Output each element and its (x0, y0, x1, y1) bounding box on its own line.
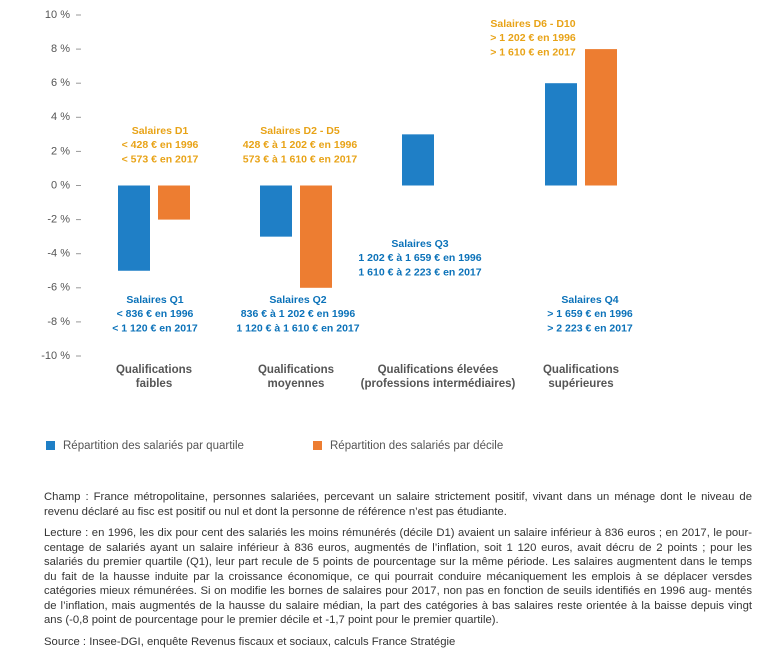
legend-swatch (46, 441, 55, 450)
legend-swatch (313, 441, 322, 450)
annotation: Salaires D1 (132, 125, 189, 137)
annotation: > 1 610 € en 2017 (490, 46, 576, 58)
annotation: Salaires Q1 (126, 294, 183, 306)
annotation: 836 € à 1 202 € en 1996 (241, 308, 356, 320)
annotation: Salaires Q4 (561, 294, 618, 306)
annotation: 1 202 € à 1 659 € en 1996 (358, 252, 481, 264)
y-tick-label: -6 % (47, 282, 70, 294)
bar (585, 49, 617, 186)
bar (300, 185, 332, 288)
annotation: 1 120 € à 1 610 € en 2017 (236, 322, 359, 334)
x-tick-label: faibles (136, 378, 172, 390)
annotation: < 836 € en 1996 (117, 308, 194, 320)
note-lecture: Lecture : en 1996, les dix pour cent des… (44, 527, 752, 626)
annotation: Salaires Q2 (269, 294, 326, 306)
x-tick-label: Qualifications (258, 364, 334, 376)
bar (118, 185, 150, 271)
legend-label: Répartition des salariés par quartile (63, 440, 244, 452)
y-tick-label: 10 % (45, 9, 70, 21)
annotation: 1 610 € à 2 223 € en 2017 (358, 266, 481, 278)
y-tick-label: -10 % (41, 350, 70, 362)
y-tick-label: -8 % (47, 316, 70, 328)
y-tick-label: 2 % (51, 145, 70, 157)
annotation: Salaires D2 - D5 (260, 125, 340, 137)
legend-label: Répartition des salariés par décile (330, 440, 503, 452)
y-tick-label: 6 % (51, 77, 70, 89)
x-tick-label: supérieures (548, 378, 613, 390)
annotation: > 1 202 € en 1996 (490, 32, 576, 44)
y-tick-label: 8 % (51, 43, 70, 55)
notes: Champ : France métropolitaine, personnes… (44, 490, 752, 656)
x-tick-label: Qualifications (543, 364, 619, 376)
bar (402, 134, 434, 186)
bar (545, 83, 577, 186)
x-tick-label: moyennes (268, 378, 325, 390)
bar (158, 185, 190, 220)
y-tick-label: -2 % (47, 214, 70, 226)
annotation: > 1 659 € en 1996 (547, 308, 633, 320)
chart: -10 % -8 % -6 % -4 % -2 % 0 % 2 % 4 % 6 % 8 % 10 %… (41, 9, 633, 452)
note-champ: Champ : France métropolitaine, personnes… (44, 491, 752, 518)
y-tick-label: -4 % (47, 248, 70, 260)
y-tick-label: 4 % (51, 111, 70, 123)
x-tick-label: Qualifications élevées (378, 364, 499, 376)
x-tick-label: Qualifications (116, 364, 192, 376)
annotation: < 428 € en 1996 (122, 139, 199, 151)
annotation: < 573 € en 2017 (122, 153, 199, 165)
annotation: < 1 120 € en 2017 (112, 322, 198, 334)
x-tick-label: (professions intermédiaires) (361, 378, 516, 390)
y-tick-label: 0 % (51, 179, 70, 191)
annotation: > 2 223 € en 2017 (547, 322, 633, 334)
annotation: 573 € à 1 610 € en 2017 (243, 153, 358, 165)
annotation: Salaires D6 - D10 (490, 18, 575, 30)
note-source: Source : Insee-DGI, enquête Revenus fisc… (44, 635, 456, 648)
bar (260, 185, 292, 237)
annotation: Salaires Q3 (391, 238, 448, 250)
annotation: 428 € à 1 202 € en 1996 (243, 139, 358, 151)
